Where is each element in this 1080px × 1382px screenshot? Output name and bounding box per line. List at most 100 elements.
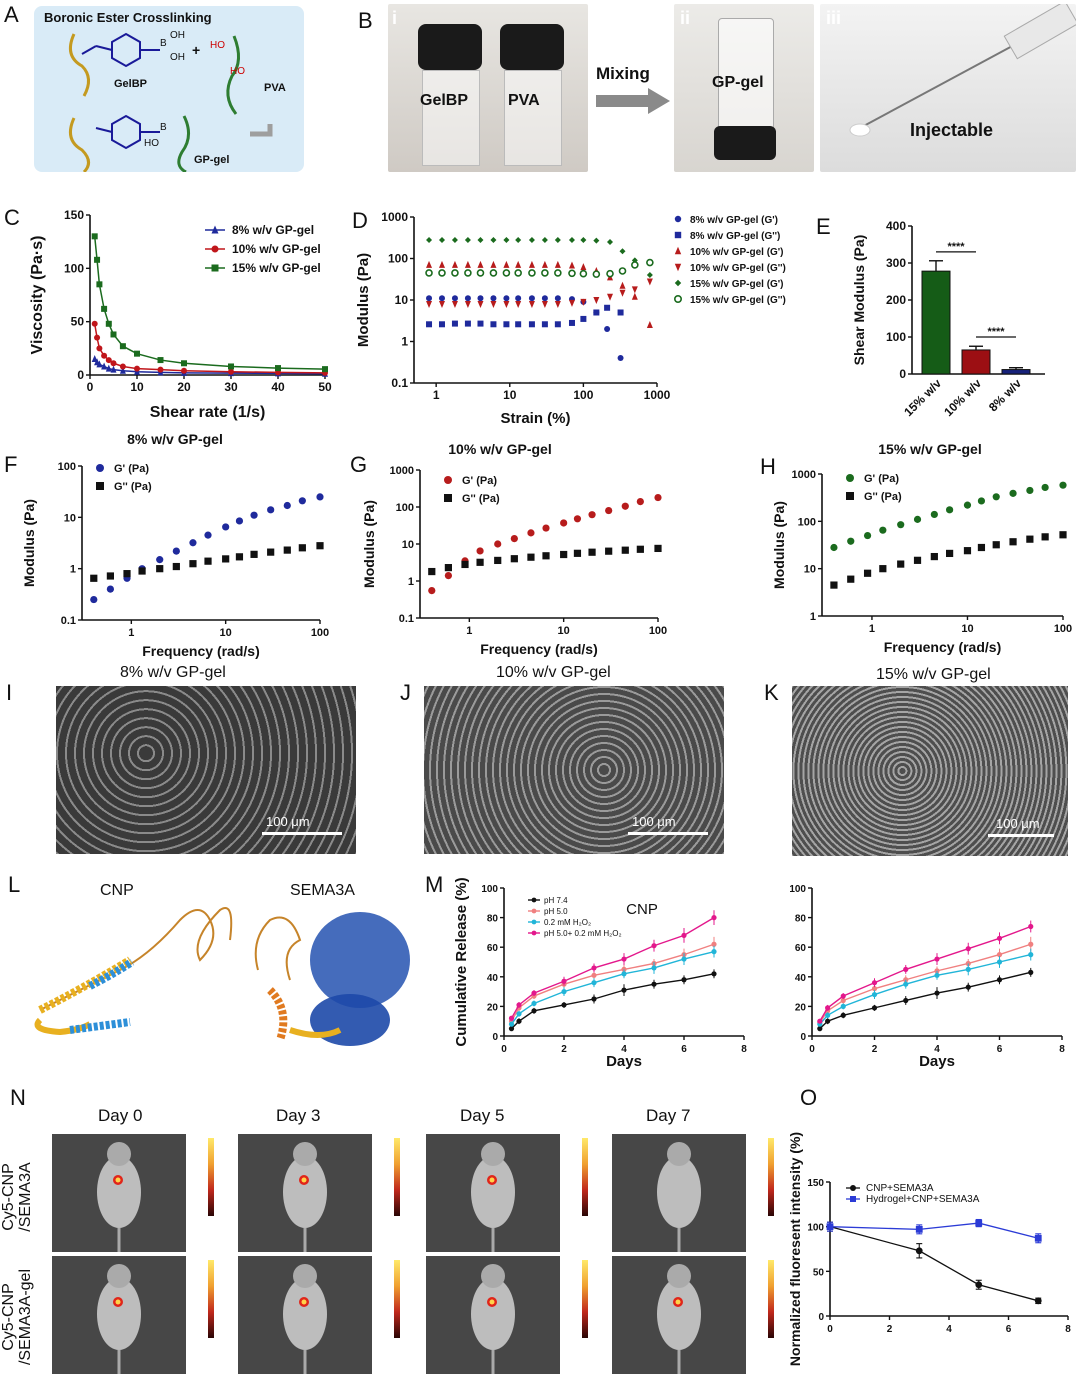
- data-point: [426, 301, 433, 309]
- data-point: [451, 301, 458, 309]
- y-tick-label: 200: [886, 293, 906, 307]
- y-tick-label: 10: [64, 512, 76, 524]
- data-point: [631, 286, 638, 294]
- legend-marker: [531, 919, 537, 925]
- data-point: [580, 263, 587, 271]
- color-scale-bar: [208, 1260, 214, 1338]
- row-label-gel-line1: Cy5-CNP: [0, 1283, 17, 1351]
- data-point: [503, 236, 510, 243]
- photo-label-iii: iii: [826, 8, 842, 28]
- data-point: [490, 301, 497, 309]
- vial-label-gelbp: GelBP: [420, 92, 469, 109]
- data-point: [94, 256, 101, 263]
- data-point: [825, 1012, 831, 1018]
- mouse-fluorescence-image: [426, 1134, 560, 1252]
- data-point: [631, 292, 638, 300]
- chart-title: 15% w/v GP-gel: [878, 441, 981, 457]
- x-tick-label: 100: [311, 627, 329, 639]
- data-point: [606, 269, 614, 278]
- data-point: [172, 562, 180, 571]
- data-point: [646, 258, 654, 267]
- data-point: [204, 531, 212, 539]
- day-label-0: Day 0: [98, 1106, 143, 1125]
- significance-label: ****: [947, 241, 965, 253]
- data-point: [528, 301, 535, 309]
- x-tick-label: 15% w/v: [901, 376, 944, 419]
- data-point: [508, 1026, 515, 1032]
- x-tick-label: 1: [128, 627, 134, 639]
- data-point: [1041, 533, 1049, 541]
- bar: [921, 270, 951, 375]
- y-tick-label: 10: [402, 539, 414, 551]
- data-point: [428, 567, 436, 576]
- data-point: [541, 260, 548, 268]
- x-tick-label: 2: [872, 1044, 878, 1055]
- x-tick-label: 40: [271, 380, 285, 394]
- data-point: [996, 977, 1003, 983]
- data-point: [631, 261, 639, 269]
- x-tick-label: 30: [224, 380, 238, 394]
- data-point: [580, 315, 587, 322]
- data-point: [977, 543, 986, 552]
- data-point: [592, 270, 601, 278]
- data-point: [588, 511, 596, 519]
- data-point: [91, 320, 98, 327]
- data-point: [515, 295, 522, 302]
- data-point: [963, 547, 972, 555]
- data-point: [222, 555, 230, 563]
- data-point: [1028, 923, 1034, 930]
- scheme-oh1: OH: [170, 30, 185, 41]
- y-tick-label: 20: [795, 1002, 807, 1013]
- data-point: [283, 546, 291, 554]
- scheme-boronic-ester: Boronic Ester Crosslinking B OH OH + HO …: [34, 6, 304, 172]
- panel-label-l: L: [8, 872, 21, 897]
- data-point: [428, 587, 436, 595]
- y-tick-label: 80: [487, 914, 499, 925]
- data-point: [850, 1185, 856, 1191]
- y-tick-label: 150: [807, 1178, 824, 1189]
- data-point: [617, 309, 624, 316]
- data-point: [621, 987, 627, 993]
- x-tick-label: 0: [87, 380, 94, 394]
- data-point: [554, 295, 561, 302]
- data-point: [946, 549, 954, 558]
- data-point: [897, 521, 905, 529]
- data-point: [110, 331, 117, 338]
- data-point: [515, 236, 522, 243]
- data-point: [605, 547, 613, 555]
- data-point: [451, 269, 459, 277]
- data-point: [946, 506, 954, 514]
- chart-shear-modulus: 0 100 200 300 400 Shear Modulus (Pa) 15% w/v10…: [851, 219, 1045, 419]
- data-point: [913, 556, 922, 564]
- data-point: [157, 357, 164, 364]
- y-tick-label: 50: [813, 1267, 825, 1278]
- data-point: [607, 238, 614, 245]
- sem-scale-15: 100 μm: [996, 816, 1040, 831]
- data-point: [503, 301, 510, 309]
- data-point: [913, 515, 922, 523]
- x-tick-label: 10: [220, 627, 232, 639]
- data-point: [604, 304, 611, 311]
- data-point: [674, 231, 682, 239]
- data-point: [619, 248, 626, 255]
- data-point: [156, 556, 164, 564]
- data-point: [119, 343, 126, 350]
- legend-label: G' (Pa): [462, 475, 497, 487]
- data-point: [573, 549, 582, 557]
- x-tick-label: 10: [130, 380, 144, 394]
- data-point: [503, 321, 510, 328]
- data-point: [930, 552, 938, 561]
- legend-label: G' (Pa): [864, 473, 899, 485]
- data-point: [591, 965, 597, 971]
- data-point: [451, 260, 458, 268]
- x-axis-label: Days: [606, 1053, 642, 1070]
- panel-label-m: M: [425, 872, 444, 897]
- x-tick-label: 1: [433, 388, 440, 402]
- data-point: [531, 1000, 537, 1007]
- data-point: [515, 321, 522, 328]
- x-tick-label: 20: [177, 380, 191, 394]
- sem-image-8: 100 μm: [56, 686, 356, 854]
- y-tick-label: 100: [481, 884, 498, 895]
- y-tick-label: 0: [818, 1312, 824, 1323]
- data-point: [464, 320, 471, 327]
